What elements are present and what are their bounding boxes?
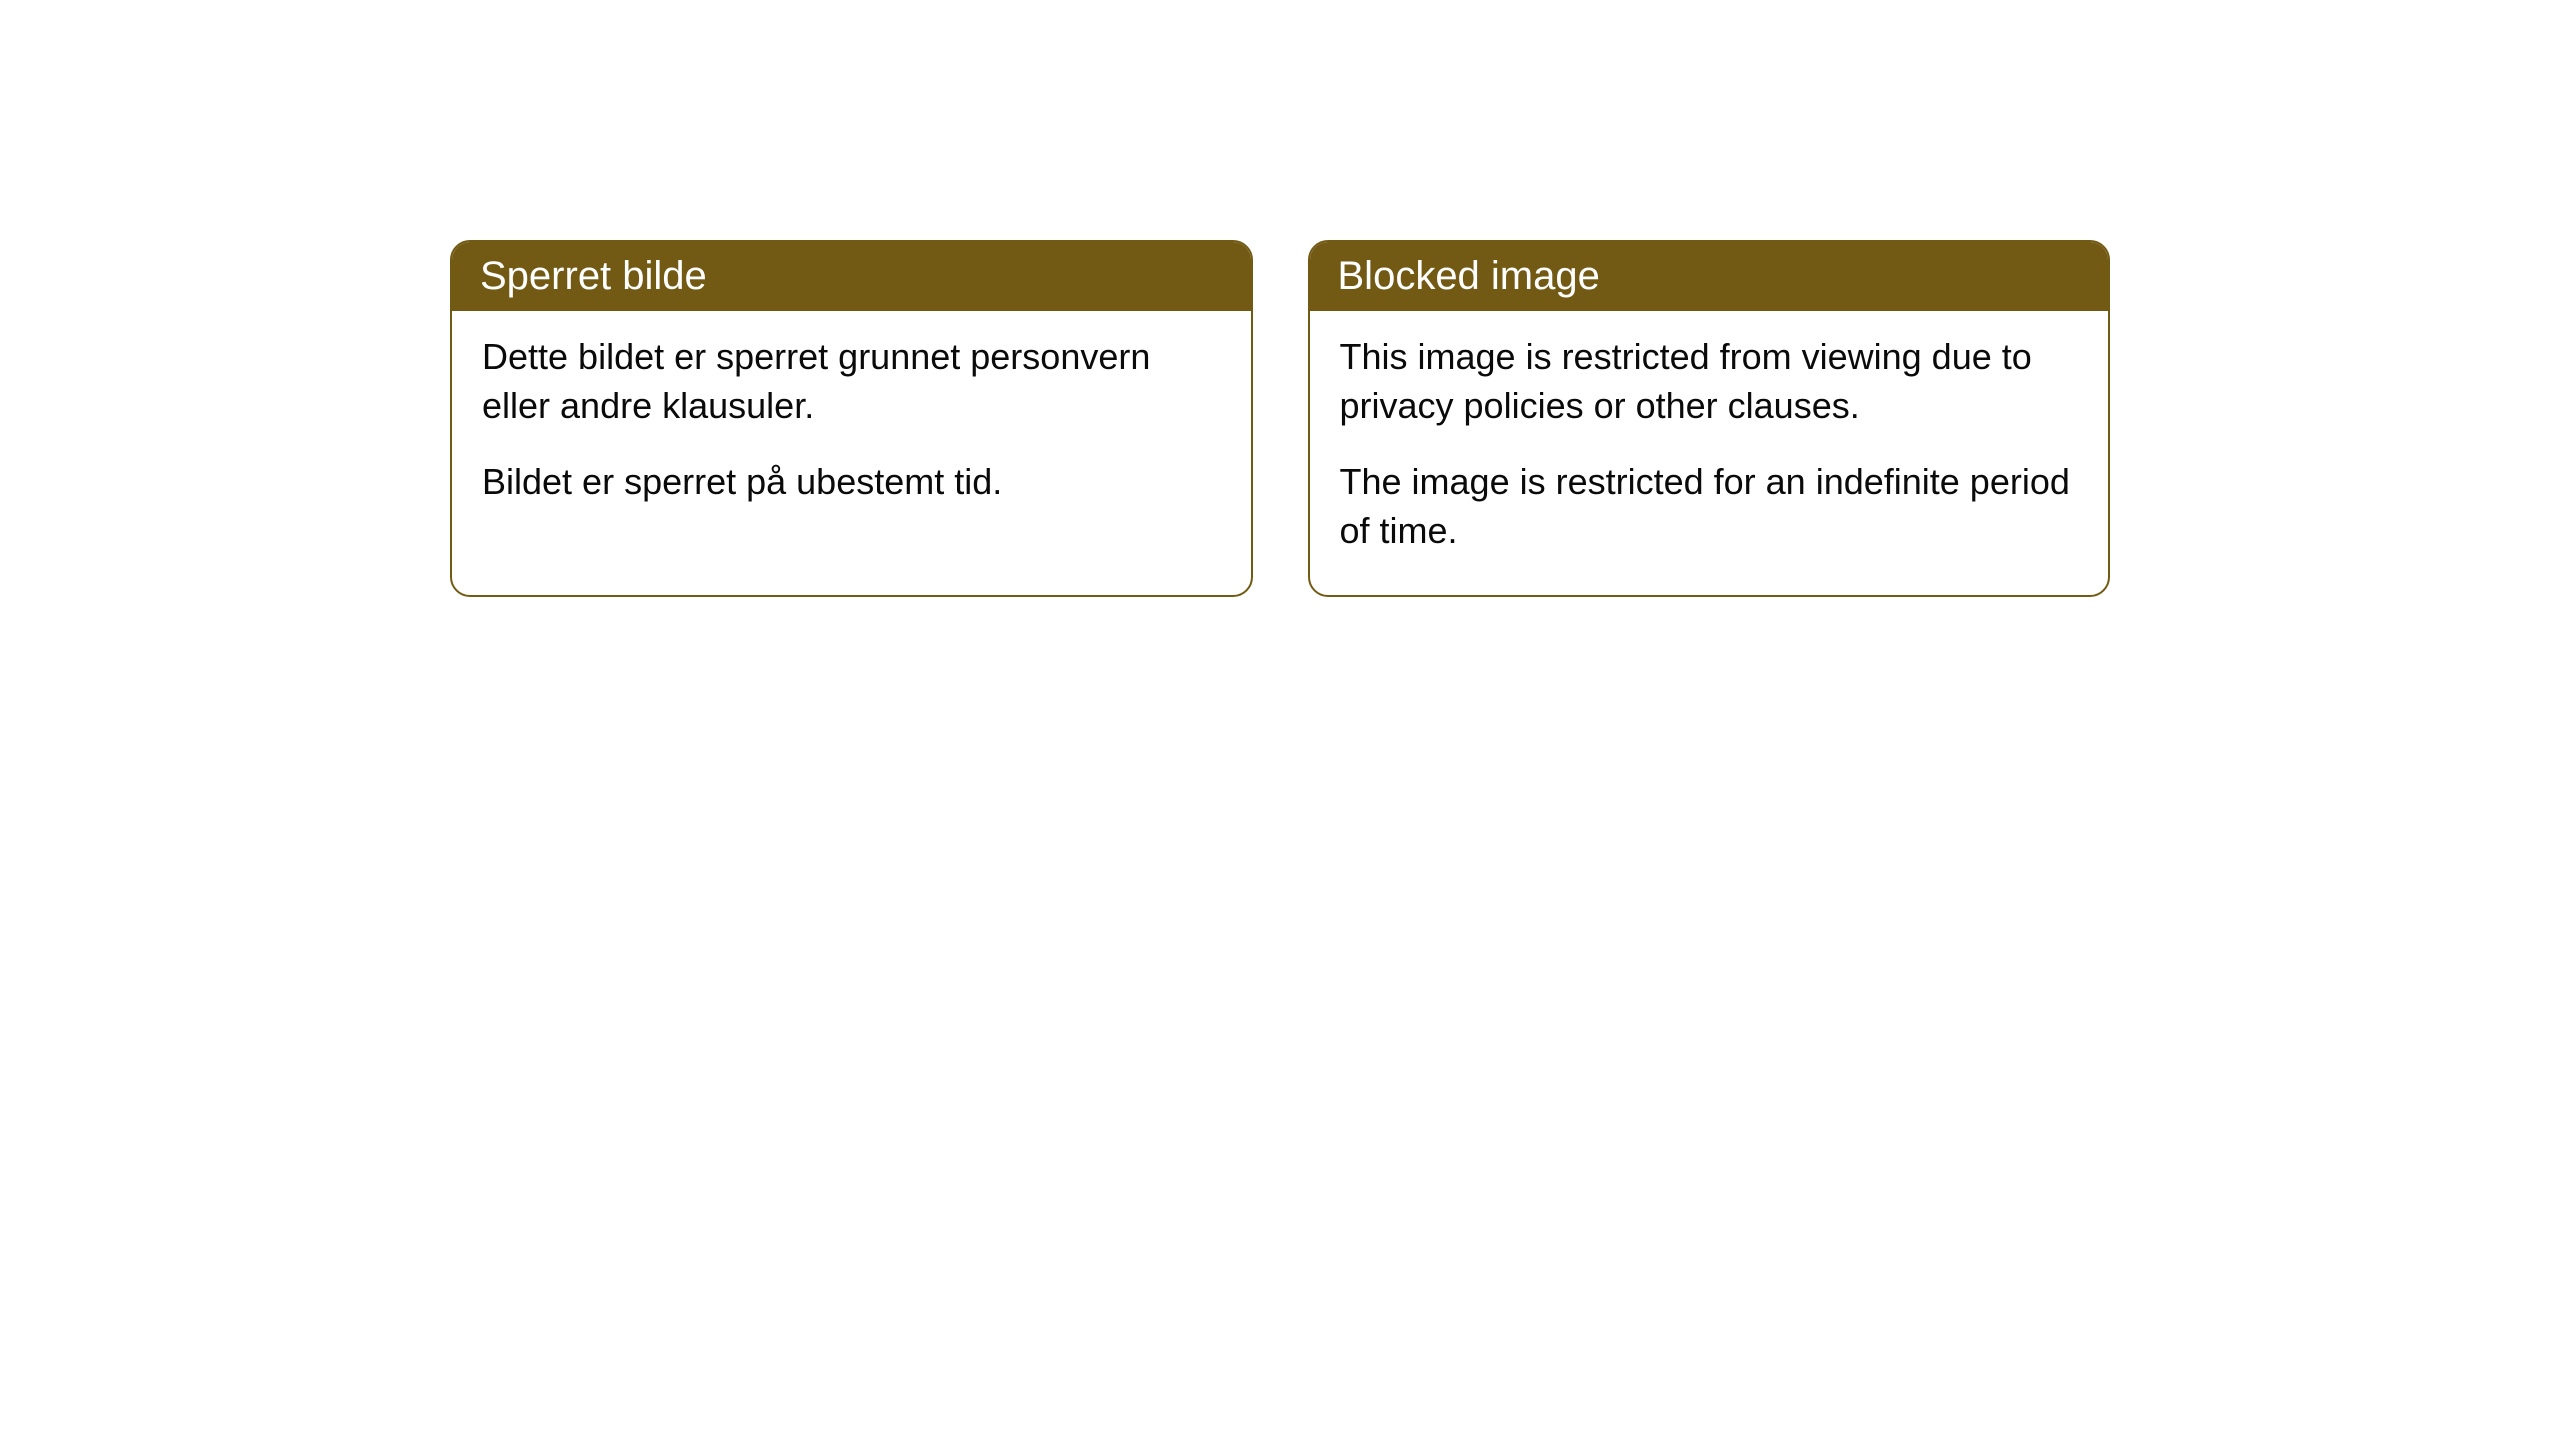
info-boxes-container: Sperret bilde Dette bildet er sperret gr…: [450, 240, 2110, 597]
box-paragraph: Bildet er sperret på ubestemt tid.: [482, 458, 1221, 507]
info-box-english: Blocked image This image is restricted f…: [1308, 240, 2111, 597]
box-header: Blocked image: [1310, 242, 2109, 311]
box-header: Sperret bilde: [452, 242, 1251, 311]
box-body: Dette bildet er sperret grunnet personve…: [452, 311, 1251, 547]
box-paragraph: The image is restricted for an indefinit…: [1340, 458, 2079, 555]
info-box-norwegian: Sperret bilde Dette bildet er sperret gr…: [450, 240, 1253, 597]
box-paragraph: Dette bildet er sperret grunnet personve…: [482, 333, 1221, 430]
box-paragraph: This image is restricted from viewing du…: [1340, 333, 2079, 430]
box-body: This image is restricted from viewing du…: [1310, 311, 2109, 595]
